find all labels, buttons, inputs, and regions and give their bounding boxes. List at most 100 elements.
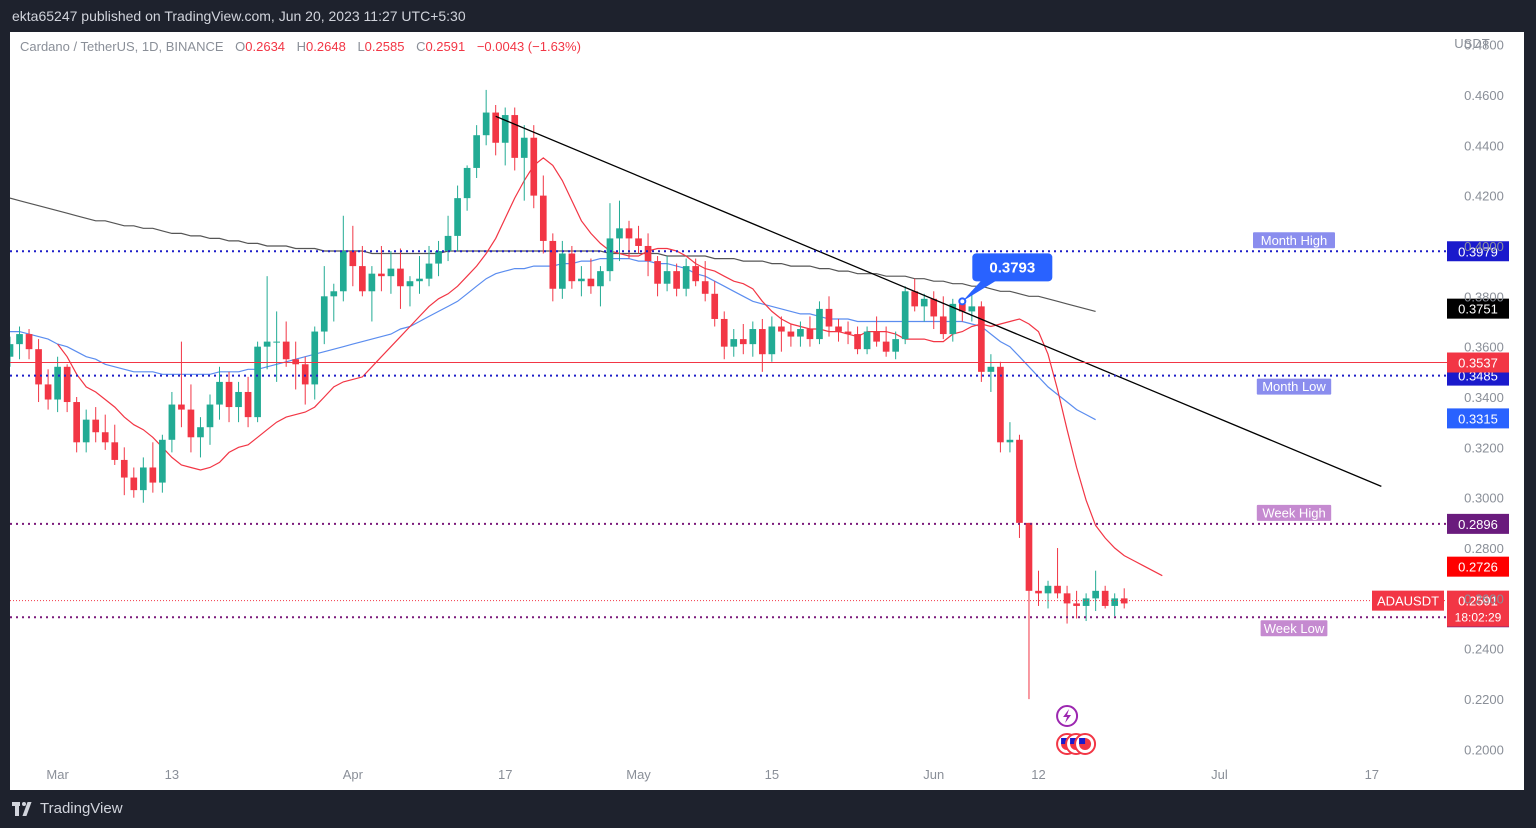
candle-body [425,263,433,279]
publish-info: ekta65247 published on TradingView.com, … [12,8,466,24]
close-value: 0.2591 [425,39,465,54]
x-tick-label: Jun [923,767,944,782]
current-price-tag [1447,590,1509,627]
candle-body [225,381,233,408]
candle-body [863,331,871,350]
candle-body [235,391,242,408]
candle-body [139,467,147,491]
candle-body [978,306,985,372]
candle-body [701,281,709,294]
candle-body [949,303,957,335]
high-value: 0.2648 [306,39,346,54]
symbol-tag [1372,590,1444,611]
candle-body [378,273,385,277]
y-tick-label: 0.3000 [1464,491,1504,506]
publish-bar: ekta65247 published on TradingView.com, … [0,0,1536,32]
candle-body [692,266,700,282]
candle-body [73,402,80,443]
y-tick-label: 0.4400 [1464,138,1504,153]
x-tick-label: 17 [498,767,512,782]
x-tick-label: Apr [343,767,364,782]
candle-body [635,238,642,246]
candle-body [539,195,547,241]
candle-body [968,306,976,312]
candle-body [549,240,557,289]
y-tick-label: 0.3800 [1464,289,1504,304]
level-price-tag [1447,513,1509,534]
tradingview-logo[interactable]: TradingView [12,800,123,817]
candle-body [92,419,100,433]
ema-tag-text: 0.2726 [1458,560,1498,575]
candle-body [1120,598,1128,604]
x-tick-label: 17 [1365,767,1379,782]
candle-body [1073,603,1080,606]
candle-body [625,228,633,239]
close-label: C [416,39,425,54]
high-label: H [297,39,306,54]
price-line-text: 0.3537 [1458,356,1498,371]
y-tick-label: 0.2000 [1464,742,1504,757]
candle-body [930,298,938,317]
x-tick-label: 12 [1031,767,1045,782]
x-tick-label: 15 [765,767,779,782]
candle-body [444,235,452,251]
candle-body [825,308,833,327]
candle-body [835,326,842,332]
candle-body [178,404,185,410]
y-tick-label: 0.2800 [1464,541,1504,556]
candle-body [1044,585,1052,594]
candle-body [368,273,376,292]
candle-body [597,271,604,287]
candle-body [682,266,690,289]
candle-body [149,467,157,483]
candle-body [339,251,347,292]
tradingview-brand: TradingView [40,800,123,817]
y-tick-label: 0.3600 [1464,340,1504,355]
candle-body [854,334,861,350]
candle-body [711,293,719,319]
y-tick-label: 0.3200 [1464,440,1504,455]
candle-body [101,432,109,443]
lightning-icon [1063,709,1072,723]
candle-body [397,268,404,287]
y-tick-label: 0.4000 [1464,239,1504,254]
sma-mid-tag-text: 0.3315 [1458,411,1498,426]
candle-body [1006,439,1014,443]
candle-body [844,331,852,335]
candle-body [501,115,509,143]
candle-body [416,278,423,282]
callout-anchor [958,297,967,306]
candle-body [559,253,566,289]
candle-body [720,318,728,347]
candle-body [901,291,909,340]
candle-body [892,339,899,352]
x-tick-label: May [626,767,651,782]
candle-body [82,419,90,443]
candle-body [787,331,795,337]
candle-body [958,303,966,312]
candle-body [111,442,119,460]
level-price-tag [1447,241,1509,262]
level-label: Week Low [1264,621,1325,636]
candle-body [54,366,61,400]
level-price-text: 0.3979 [1458,244,1498,259]
candle-body [244,391,252,418]
candle-body [654,261,661,284]
candle-body [254,346,261,418]
candle-body [492,112,500,143]
y-tick-label: 0.2600 [1464,591,1504,606]
candle-body [1054,585,1061,594]
candle-body [1063,593,1071,604]
flag-canton [1070,738,1077,744]
candle-body [463,167,471,199]
us-flag-event-icon [1074,733,1097,755]
chart-frame[interactable]: Month High 0.3979 Month Low 0.3485 Week High… [10,32,1524,790]
low-label: L [357,39,364,54]
candle-body [768,326,776,355]
svg-text:Cardano / TetherUS, 1D, BINANC: Cardano / TetherUS, 1D, BINANCE O0.2634 … [20,39,581,54]
candle-body [778,326,785,332]
y-tick-label: 0.4800 [1464,38,1504,53]
candle-body [1025,522,1033,591]
candle-body [330,291,338,297]
